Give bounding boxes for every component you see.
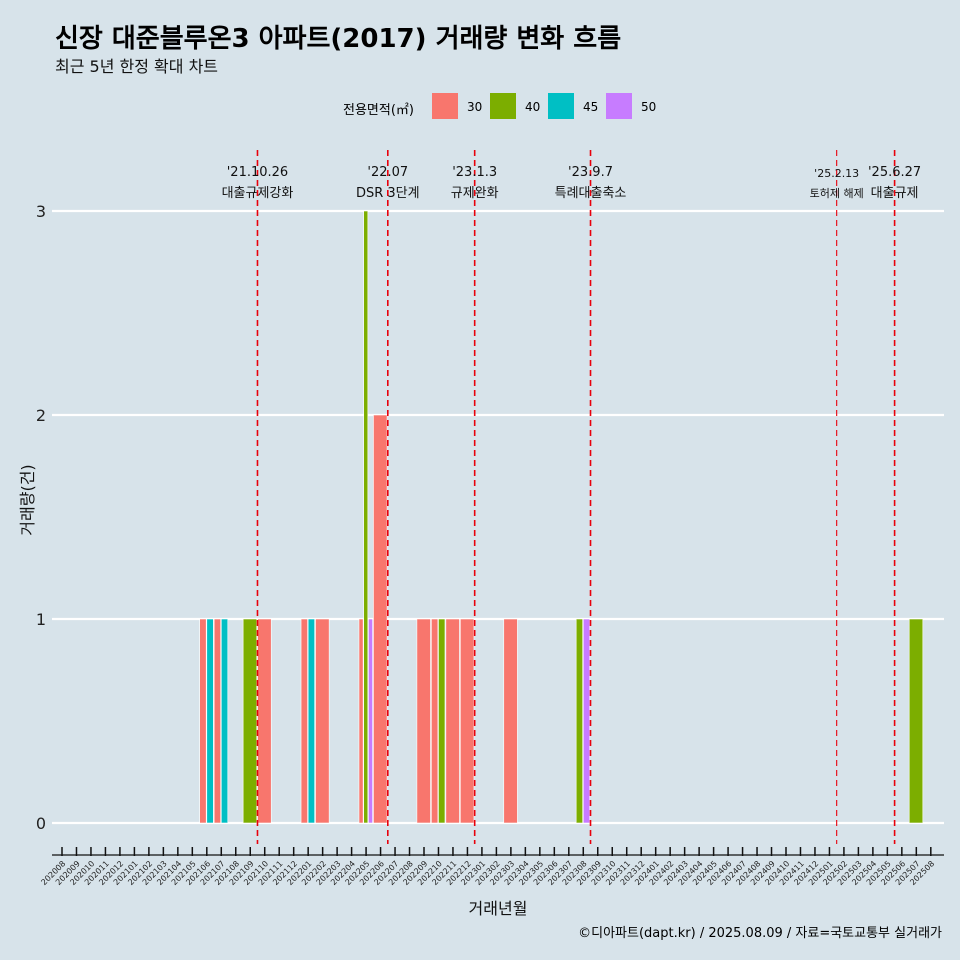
y-tick-label: 2: [36, 406, 46, 425]
bar-30-202205: [358, 618, 364, 824]
event-label: 대출규제강화: [222, 186, 294, 201]
bar-30-202303: [503, 618, 518, 824]
bar-40-202507: [908, 618, 924, 824]
bar-30-202209: [416, 618, 431, 824]
bar-30-202106: [199, 618, 207, 824]
bar-40-202205: [363, 210, 369, 824]
legend-label-30: 30: [467, 100, 483, 114]
bar-30-202201: [300, 618, 308, 824]
event-date: '22.07: [367, 165, 408, 180]
legend-label-40: 40: [525, 100, 541, 114]
event-label: 토허제 해제: [810, 186, 864, 200]
event-date: '23.9.7: [568, 165, 613, 180]
event-date: '23.1.3: [452, 165, 497, 180]
legend-title: 전용면적(㎡): [343, 103, 414, 118]
event-label: 특례대출축소: [555, 186, 627, 201]
chart-title: 신장 대준블루온3 아파트(2017) 거래량 변화 흐름: [55, 24, 622, 54]
legend-label-45: 45: [583, 100, 599, 114]
gridlines: [52, 209, 944, 825]
bar-30-202212: [460, 618, 475, 824]
bar-30-202110: [257, 618, 272, 824]
y-axis-title: 거래량(건): [18, 464, 37, 535]
bar-50-202308: [582, 618, 591, 824]
bar-30-202202: [315, 618, 330, 824]
y-tick-label: 1: [36, 610, 46, 629]
legend-key-30: [432, 93, 458, 119]
source-caption: ©디아파트(dapt.kr) / 2025.08.09 / 자료=국토교통부 실…: [578, 926, 942, 941]
event-date: '21.10.26: [227, 165, 288, 180]
bar-30-202211: [445, 618, 460, 824]
bar-30-202107: [213, 618, 221, 824]
legend-key-40: [490, 93, 516, 119]
legend-label-50: 50: [641, 100, 657, 114]
event-date: '25.2.13: [814, 167, 859, 180]
bar-40-202308: [575, 618, 583, 824]
event-label: DSR 3단계: [356, 186, 420, 201]
bar-50-202205: [368, 618, 373, 824]
legend-key-45: [548, 93, 574, 119]
bar-45-202107: [220, 618, 229, 824]
legend-key-50: [606, 93, 632, 119]
x-axis-title: 거래년월: [469, 899, 528, 918]
y-tick-label: 3: [36, 202, 46, 221]
bar-45-202201: [307, 618, 315, 824]
legend: 전용면적(㎡) 30 40 45 50: [0, 92, 960, 124]
axes: 0123202008202009202010202011202012202101…: [18, 202, 944, 918]
event-date: '25.6.27: [868, 165, 921, 180]
bar-45-202106: [206, 618, 214, 824]
event-label: 규제완화: [451, 186, 499, 201]
bar-30-202210: [431, 618, 439, 824]
chart-subtitle: 최근 5년 한정 확대 차트: [55, 57, 219, 76]
event-lines: '21.10.26 대출규제강화 '22.07 DSR 3단계 '23.1.3 규제완화 '…: [222, 150, 921, 844]
bar-30-202206: [373, 414, 388, 824]
y-tick-label: 0: [36, 814, 46, 833]
bar-40-202210: [438, 618, 446, 824]
event-label: 대출규제: [871, 186, 919, 201]
bar-40-202109: [242, 618, 258, 824]
bars: [199, 210, 924, 824]
